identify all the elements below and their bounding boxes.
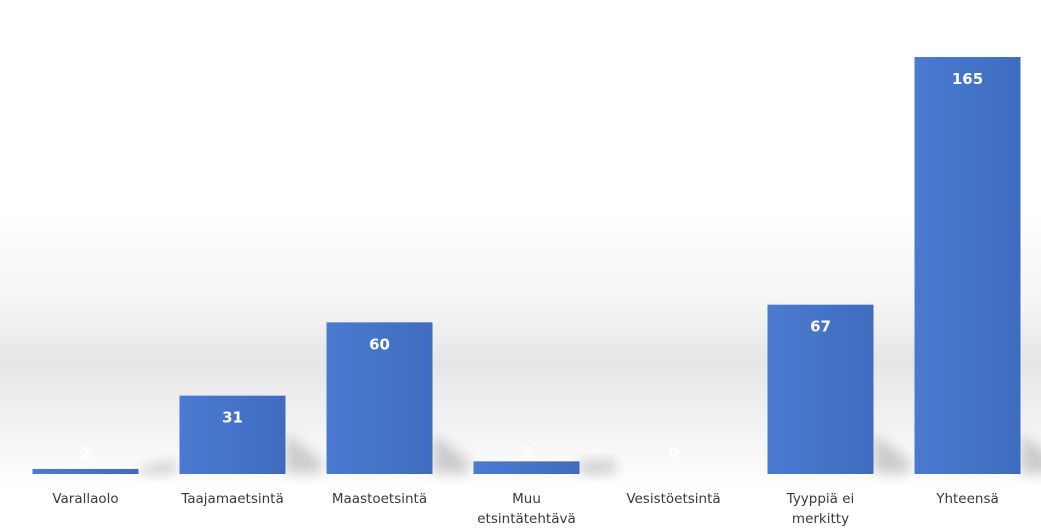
- bar-shadows: [138, 434, 1041, 474]
- bar-shadow: [285, 434, 322, 474]
- category-label-line: Varallaolo: [52, 491, 118, 507]
- category-label-4: Vesistöetsintä: [626, 491, 720, 507]
- category-label-line: merkitty: [792, 511, 849, 527]
- data-label-5: 67: [810, 318, 831, 336]
- bar-1: [179, 395, 286, 474]
- bar-shadow: [432, 434, 469, 474]
- bars-group: [32, 57, 1021, 474]
- category-label-6: Yhteensä: [935, 491, 999, 507]
- category-label-line: Maastoetsintä: [332, 491, 427, 507]
- data-label-4: 0: [668, 444, 678, 462]
- data-label-1: 31: [222, 409, 243, 427]
- bar-6: [914, 57, 1021, 474]
- category-label-5: Tyyppiä ei merkitty: [786, 491, 855, 527]
- bar-5: [767, 304, 874, 474]
- category-label-line: Vesistöetsintä: [626, 491, 720, 507]
- data-label-2: 60: [369, 335, 390, 353]
- category-label-line: etsintätehtävä: [477, 511, 576, 527]
- category-label-0: Varallaolo: [52, 491, 118, 507]
- category-label-line: Yhteensä: [935, 491, 999, 507]
- data-labels-group: 2 31 60 5 0 67 165: [80, 70, 983, 462]
- bar-0: [32, 468, 139, 474]
- bar-2: [326, 322, 433, 474]
- bar-3: [473, 461, 580, 474]
- data-label-0: 2: [80, 444, 90, 462]
- data-label-3: 5: [521, 444, 531, 462]
- category-label-line: Taajamaetsintä: [180, 491, 284, 507]
- bar-shadow: [1020, 434, 1041, 474]
- category-labels-group: Varallaolo Taajamaetsintä Maastoetsintä Muu…: [52, 491, 998, 527]
- bar-shadow: [873, 434, 910, 474]
- bar-shadow: [138, 460, 175, 474]
- category-label-line: Tyyppiä ei: [786, 491, 855, 507]
- category-label-1: Taajamaetsintä: [180, 491, 284, 507]
- category-label-line: Muu: [512, 491, 541, 507]
- bar-shadow: [579, 460, 616, 474]
- category-label-2: Maastoetsintä: [332, 491, 427, 507]
- data-label-6: 165: [952, 70, 983, 88]
- category-label-3: Muu etsintätehtävä: [477, 491, 576, 527]
